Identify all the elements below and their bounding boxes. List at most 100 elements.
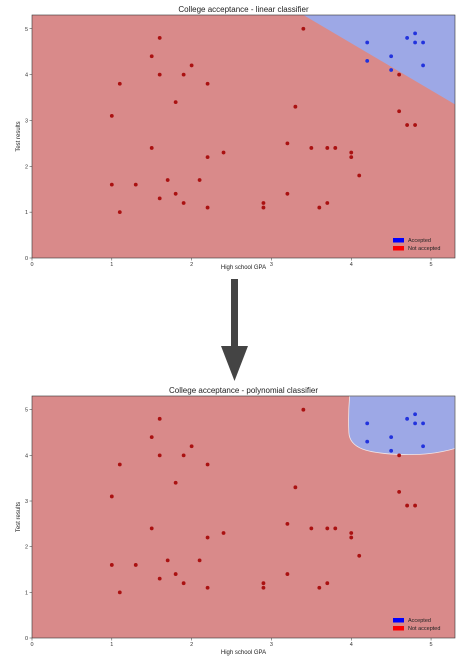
rejected-point (189, 444, 194, 449)
accepted-point (421, 444, 425, 449)
rejected-point (109, 182, 114, 187)
rejected-point (117, 590, 122, 595)
x-axis-label: High school GPA (221, 650, 266, 656)
rejected-point (205, 155, 210, 160)
x-tick-label: 3 (270, 642, 273, 648)
arrow-shaft (231, 279, 238, 347)
rejected-point (109, 113, 114, 118)
rejected-point (325, 146, 330, 150)
y-tick-label: 1 (25, 210, 28, 216)
rejected-point (397, 72, 402, 77)
rejected-point (149, 526, 154, 531)
rejected-point (205, 462, 210, 467)
rejected-point (293, 104, 298, 109)
rejected-point (173, 100, 178, 105)
rejected-point (301, 26, 306, 31)
legend-swatch (393, 238, 404, 243)
rejected-point (205, 205, 210, 210)
rejected-point (157, 576, 162, 581)
accepted-region (303, 15, 455, 105)
x-tick-label: 0 (30, 642, 33, 648)
rejected-point (405, 123, 410, 127)
down-arrow-icon (221, 279, 248, 381)
plot-frame (31, 14, 456, 259)
linear-classifier-chart: 0 1 2 3 4 5 0 1 2 3 4 5 College acceptance - linear … (16, 5, 456, 271)
accepted-point (421, 421, 425, 426)
rejected-point (181, 72, 186, 77)
rejected-point (149, 54, 154, 59)
rejected-point (285, 572, 290, 576)
y-tick-label: 4 (25, 73, 28, 79)
rejected-point (285, 191, 290, 196)
rejected-point (261, 581, 266, 586)
y-tick-label: 1 (25, 590, 28, 596)
rejected-point (397, 489, 402, 494)
rejected-point (165, 178, 170, 182)
y-axis-label: Test results (16, 121, 22, 151)
accepted-point (389, 448, 394, 453)
rejected-point (357, 553, 362, 558)
rejected-point (325, 581, 330, 586)
rejected-point (405, 503, 410, 508)
rejected-point (181, 581, 186, 586)
y-tick-label: 4 (25, 453, 28, 459)
x-tick-label: 5 (430, 262, 433, 268)
rejected-point (157, 453, 162, 458)
rejected-point (109, 563, 114, 567)
rejected-point (173, 480, 178, 485)
legend-label: Not accepted (408, 246, 440, 252)
rejected-point (261, 205, 266, 210)
accepted-point (389, 68, 394, 72)
rejected-point (301, 407, 306, 412)
rejected-point (133, 182, 138, 187)
rejected-point (349, 155, 354, 160)
rejected-point (205, 585, 210, 590)
accepted-point (365, 58, 370, 63)
y-tick-label: 2 (25, 545, 28, 551)
x-tick-label: 4 (350, 642, 353, 648)
rejected-point (357, 173, 362, 178)
x-tick-label: 4 (350, 262, 353, 268)
legend-label: Accepted (408, 238, 431, 244)
rejected-point (117, 210, 122, 215)
accepted-point (405, 416, 410, 421)
rejected-point (349, 535, 354, 540)
y-tick-label: 0 (25, 256, 28, 262)
plot-frame (31, 395, 456, 639)
rejected-point (205, 535, 210, 540)
x-tick-label: 3 (270, 262, 273, 268)
rejected-point (261, 201, 266, 205)
rejected-point (173, 572, 178, 576)
rejected-point (181, 201, 186, 205)
legend-label: Not accepted (408, 626, 440, 632)
y-axis-label: Test results (16, 502, 22, 532)
chart-title: College acceptance - polynomial classifi… (169, 386, 318, 395)
x-tick-label: 2 (190, 262, 193, 268)
x-tick-label: 1 (110, 642, 113, 648)
rejected-point (285, 521, 290, 526)
rejected-point (157, 72, 162, 77)
rejected-point (309, 146, 314, 150)
rejected-point (325, 201, 330, 205)
rejected-point (181, 453, 186, 458)
polynomial-classifier-chart: 0 1 2 3 4 5 0 1 2 3 4 5 College acceptance - polynom… (16, 386, 456, 656)
x-axis-label: High school GPA (221, 265, 266, 271)
accepted-region (348, 396, 455, 456)
accepted-point (421, 40, 425, 45)
rejected-point (117, 462, 122, 467)
y-tick-label: 0 (25, 636, 28, 642)
y-tick-label: 2 (25, 164, 28, 170)
legend-swatch (393, 618, 404, 623)
rejected-point (157, 416, 162, 421)
rejected-point (397, 109, 402, 114)
accepted-point (413, 40, 417, 45)
rejected-point (317, 585, 322, 590)
rejected-point (157, 36, 162, 40)
rejected-point (197, 558, 202, 563)
rejected-point (293, 485, 298, 490)
rejected-point (165, 558, 170, 563)
rejected-point (149, 146, 154, 150)
rejected-point (397, 453, 402, 458)
rejected-point (197, 178, 202, 182)
